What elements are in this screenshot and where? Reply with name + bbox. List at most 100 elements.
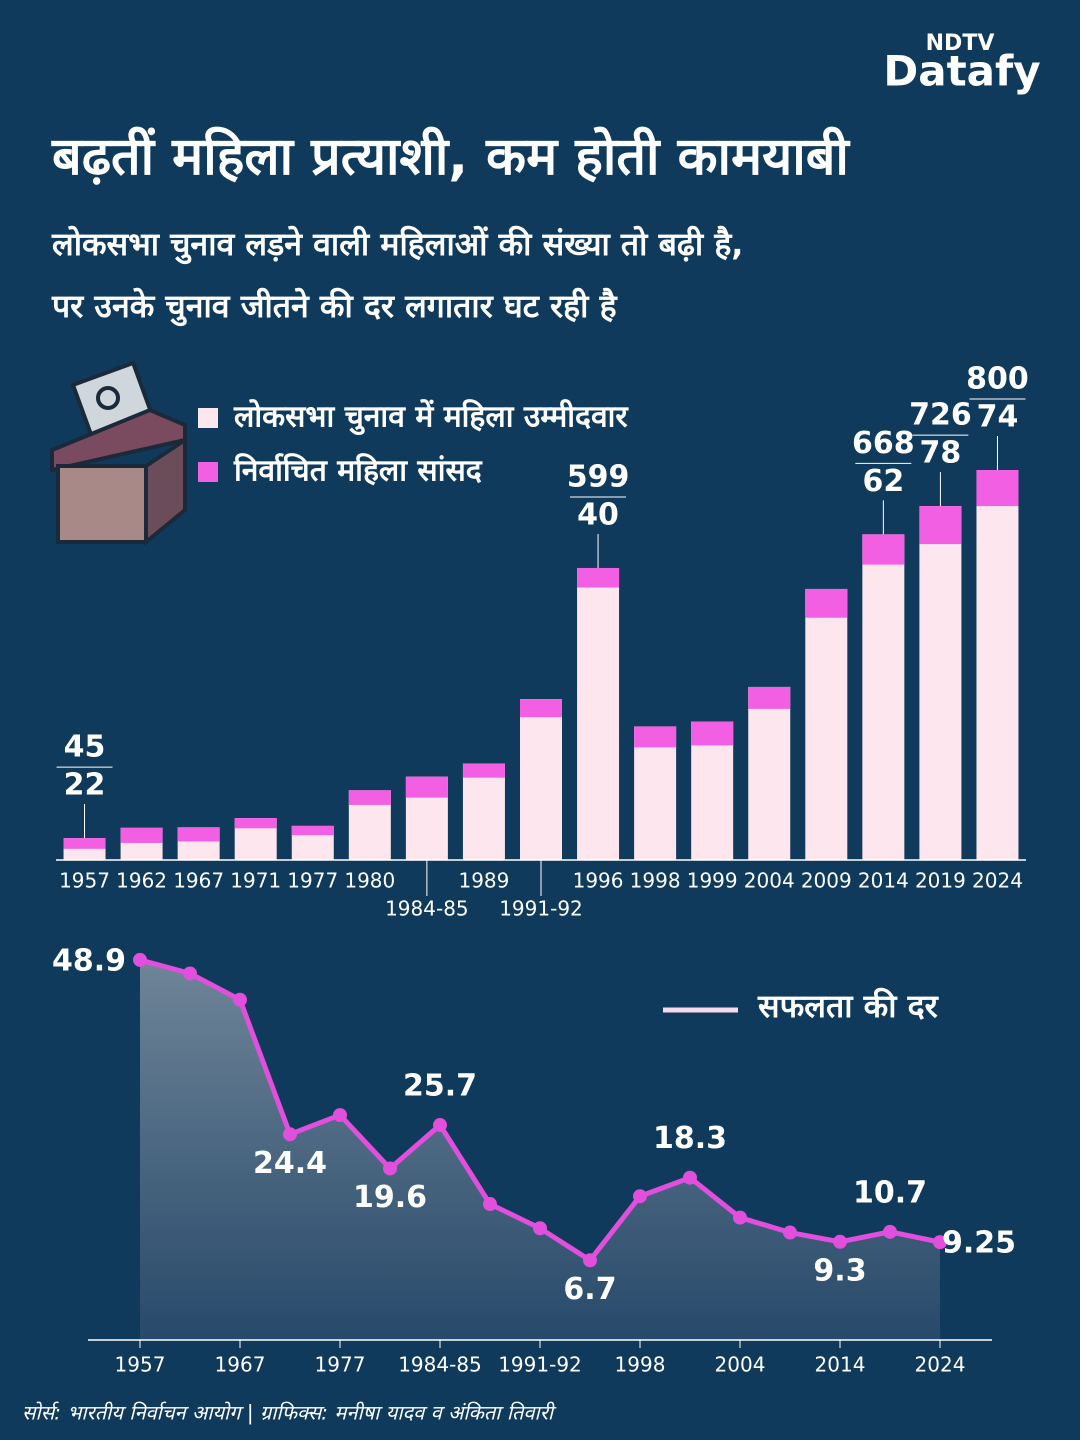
elected-bar <box>919 506 962 545</box>
ballot-icon <box>50 360 187 547</box>
candidates-bar <box>520 699 562 860</box>
point <box>383 1161 397 1176</box>
candidates-bar <box>976 470 1019 860</box>
point <box>533 1221 547 1236</box>
point <box>933 1235 947 1250</box>
point <box>183 966 197 981</box>
point <box>633 1189 647 1204</box>
total-label: 726 <box>909 398 972 433</box>
elected-bar <box>291 825 334 836</box>
point <box>283 1127 297 1142</box>
point <box>433 1118 447 1133</box>
elected-label: 62 <box>862 464 904 499</box>
candidates-bar <box>805 588 848 860</box>
x-tick-label: 2004 <box>744 869 795 893</box>
x-tick-label: 2009 <box>801 869 852 893</box>
point-label: 9.3 <box>813 1253 866 1288</box>
title: बढ़तीं महिला प्रत्याशी, कम होती कामयाबी <box>51 126 851 187</box>
legend-swatch <box>198 462 218 482</box>
point <box>583 1253 597 1268</box>
candidates-bar <box>462 763 505 860</box>
x-tick-label: 1996 <box>573 869 624 893</box>
point-label: 19.6 <box>353 1180 427 1215</box>
source: सोर्स: भारतीय निर्वाचन आयोग | ग्राफिक्स:… <box>22 1401 557 1425</box>
x-tick-label: 2024 <box>972 869 1023 893</box>
elected-label: 78 <box>920 436 962 471</box>
x-tick-label: 1957 <box>59 869 110 893</box>
x-tick-label: 1971 <box>230 869 281 893</box>
total-label: 800 <box>966 362 1029 397</box>
point-label: 25.7 <box>403 1069 477 1104</box>
elected-bar <box>577 567 620 588</box>
x-tick-label: 1980 <box>344 869 395 893</box>
logo-top: NDTV <box>926 31 995 56</box>
elected-bar <box>976 470 1019 507</box>
x-tick-label: 2024 <box>915 1353 966 1377</box>
elected-bar <box>520 699 562 718</box>
subtitle: पर उनके चुनाव जीतने की दर लगातार घट रही … <box>51 287 618 327</box>
x-tick-label: 1999 <box>687 869 738 893</box>
elected-bar <box>63 838 106 849</box>
point-label: 48.9 <box>52 943 126 978</box>
elected-bar <box>348 790 391 805</box>
x-tick-label: 2014 <box>858 869 909 893</box>
candidates-bar <box>634 726 677 860</box>
candidates-bar <box>577 567 620 860</box>
elected-bar <box>234 818 277 829</box>
elected-bar <box>805 588 848 618</box>
subtitle: लोकसभा चुनाव लड़ने वाली महिलाओं की संख्य… <box>51 225 743 265</box>
legend-label: लोकसभा चुनाव में महिला उम्मीदवार <box>233 399 629 436</box>
x-tick-label: 1991-92 <box>499 897 583 921</box>
x-tick-label: 2019 <box>915 869 966 893</box>
total-label: 45 <box>64 730 106 765</box>
point-label: 9.25 <box>942 1226 1016 1261</box>
area <box>140 959 940 1340</box>
point-label: 18.3 <box>653 1121 727 1156</box>
elected-bar <box>862 534 905 565</box>
point <box>133 952 147 967</box>
point <box>483 1197 497 1212</box>
point <box>883 1224 897 1239</box>
x-tick-label: 1998 <box>630 869 681 893</box>
elected-bar <box>634 726 677 748</box>
legend-label: निर्वाचित महिला सांसद <box>233 453 483 489</box>
elected-bar <box>177 827 220 842</box>
point <box>233 992 247 1007</box>
point <box>733 1210 747 1225</box>
legend-swatch <box>198 408 218 428</box>
point-label: 10.7 <box>853 1175 927 1210</box>
x-tick-label: 1998 <box>615 1353 666 1377</box>
candidates-bar <box>748 686 791 860</box>
x-tick-label: 1967 <box>173 869 224 893</box>
elected-bar <box>462 763 505 778</box>
logo-bottom: Datafy <box>883 47 1040 96</box>
total-label: 668 <box>852 426 915 461</box>
elected-bar <box>120 827 163 843</box>
elected-bar <box>691 721 734 746</box>
point <box>683 1170 697 1185</box>
elected-label: 74 <box>977 400 1019 435</box>
point <box>783 1225 797 1240</box>
x-tick-label: 1989 <box>458 869 509 893</box>
x-tick-label: 1984-85 <box>385 897 469 921</box>
x-tick-label: 1991-92 <box>498 1353 582 1377</box>
x-tick-label: 1977 <box>315 1353 366 1377</box>
x-tick-label: 1957 <box>115 1353 166 1377</box>
elected-label: 40 <box>577 497 619 532</box>
x-tick-label: 2004 <box>715 1353 766 1377</box>
elected-label: 22 <box>64 768 106 803</box>
x-tick-label: 1977 <box>287 869 338 893</box>
candidates-bar <box>862 534 905 860</box>
legend-label: सफलता की दर <box>757 987 940 1025</box>
elected-bar <box>405 776 448 798</box>
point <box>833 1234 847 1249</box>
point <box>333 1108 347 1123</box>
candidates-bar <box>919 506 962 860</box>
point-label: 24.4 <box>253 1146 327 1181</box>
x-tick-label: 2014 <box>815 1353 866 1377</box>
x-tick-label: 1962 <box>116 869 167 893</box>
elected-bar <box>748 686 791 709</box>
total-label: 599 <box>567 459 630 494</box>
x-tick-label: 1984-85 <box>398 1353 482 1377</box>
